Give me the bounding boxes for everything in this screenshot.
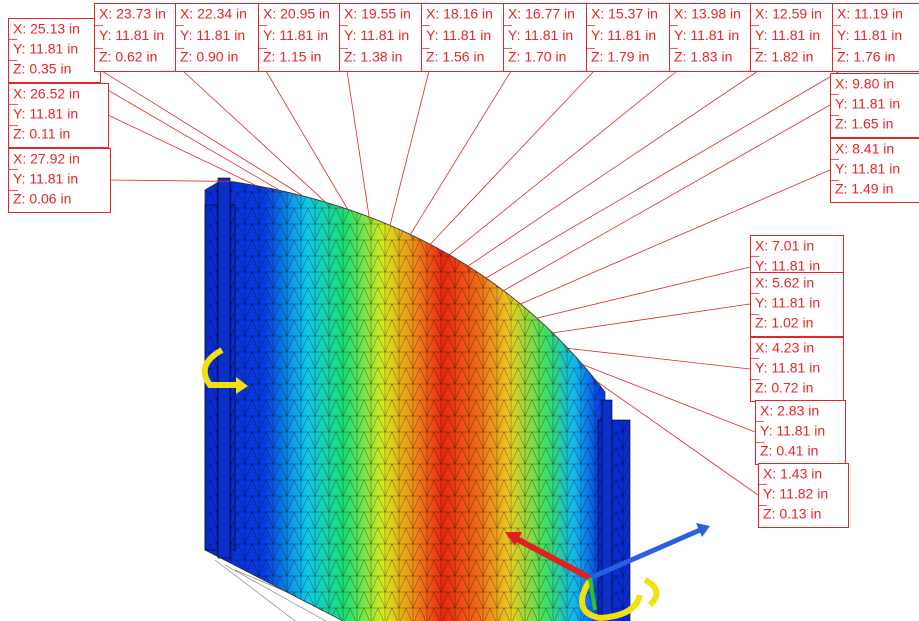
probe-x: X: 5.62 in (755, 275, 814, 291)
probe-y: Y: 11.81 in (180, 27, 245, 43)
probe-y: Y: 11.81 in (591, 27, 656, 43)
probe-y: Y: 11.81 in (13, 171, 78, 187)
probe-x: X: 23.73 in (99, 6, 166, 22)
probe-x: X: 12.59 in (755, 6, 822, 22)
leader-line (94, 82, 280, 190)
probe-x: X: 8.41 in (835, 141, 894, 157)
probe-y: Y: 11.81 in (755, 360, 820, 376)
probe-y: Y: 11.81 in (99, 27, 164, 43)
probe-z: Z: 1.79 in (591, 48, 649, 64)
leader-line (449, 71, 677, 255)
probe-label: X: 1.43 in Y: 11.82 in Z: 0.13 in (759, 464, 849, 528)
leader-line (110, 180, 232, 181)
probe-label: X: 9.80 in Y: 11.81 in Z: 1.65 in (831, 74, 919, 138)
probe-x: X: 2.83 in (760, 403, 819, 419)
probe-x: X: 20.95 in (263, 6, 330, 22)
probe-z: Z: 1.56 in (426, 48, 484, 64)
probe-y: Y: 11.81 in (837, 27, 902, 43)
probe-y: Y: 11.81 in (835, 161, 900, 177)
probe-x: X: 22.34 in (180, 6, 247, 22)
probe-z: Z: 0.72 in (755, 380, 813, 396)
leader-line (390, 71, 429, 225)
probe-y: Y: 11.81 in (835, 96, 900, 112)
probe-x: X: 4.23 in (755, 340, 814, 356)
leader-line (183, 71, 326, 202)
probe-z: Z: 1.15 in (263, 48, 321, 64)
probe-y: Y: 11.81 in (755, 27, 820, 43)
probe-x: X: 25.13 in (13, 21, 80, 37)
leader-line (108, 115, 256, 186)
probe-label: X: 13.98 in Y: 11.81 in Z: 1.83 in (670, 4, 760, 72)
probe-z: Z: 1.82 in (755, 48, 813, 64)
probe-z: Z: 0.11 in (13, 126, 70, 142)
probe-label: X: 26.52 in Y: 11.81 in Z: 0.11 in (9, 84, 109, 148)
probe-y: Y: 11.81 in (344, 27, 409, 43)
probe-z: Z: 0.13 in (763, 506, 821, 522)
probe-label: X: 8.41 in Y: 11.81 in Z: 1.49 in (831, 139, 919, 203)
probe-label: X: 16.77 in Y: 11.81 in Z: 1.70 in (504, 4, 594, 72)
probe-x: X: 11.19 in (837, 6, 903, 22)
probe-y: Y: 11.81 in (508, 27, 573, 43)
probe-y: Y: 11.81 in (13, 41, 78, 57)
probe-x: X: 26.52 in (13, 86, 80, 102)
leader-line (468, 71, 758, 266)
leader-line (568, 348, 750, 369)
leader-line (537, 267, 750, 318)
probe-x: X: 27.92 in (13, 151, 80, 167)
probe-label: X: 12.59 in Y: 11.81 in Z: 1.82 in (751, 4, 841, 72)
probe-x: X: 16.77 in (508, 6, 575, 22)
probe-y: Y: 11.81 in (760, 423, 825, 439)
probe-z: Z: 0.90 in (180, 48, 238, 64)
probe-label: X: 4.23 in Y: 11.81 in Z: 0.72 in (751, 338, 844, 402)
probe-label: X: 18.16 in Y: 11.81 in Z: 1.56 in (422, 4, 512, 72)
probe-x: X: 19.55 in (344, 6, 411, 22)
probe-x: X: 9.80 in (835, 76, 894, 92)
probe-label: X: 20.95 in Y: 11.81 in Z: 1.15 in (259, 4, 349, 72)
probe-x: X: 7.01 in (755, 238, 814, 254)
probe-label: X: 2.83 in Y: 11.81 in Z: 0.41 in (756, 401, 846, 465)
probe-z: Z: 1.65 in (835, 116, 893, 132)
leader-line (266, 71, 348, 209)
leader-line (347, 71, 369, 217)
probe-label: X: 19.55 in Y: 11.81 in Z: 1.38 in (340, 4, 430, 72)
probe-y: Y: 11.81 in (263, 27, 328, 43)
probe-z: Z: 1.83 in (674, 48, 732, 64)
fea-viewport: X: 25.13 in Y: 11.81 in Z: 0.35 in X: 23.73… (0, 0, 919, 621)
probe-z: Z: 0.06 in (13, 191, 71, 207)
probe-y: Y: 11.81 in (13, 106, 78, 122)
probe-z: Z: 0.35 in (13, 61, 71, 77)
probe-z: Z: 1.02 in (755, 315, 813, 331)
probe-x: X: 13.98 in (674, 6, 741, 22)
probe-z: Z: 1.49 in (835, 181, 893, 197)
probe-x: X: 1.43 in (763, 466, 822, 482)
probe-y: Y: 11.81 in (426, 27, 491, 43)
probe-label: X: 15.37 in Y: 11.81 in Z: 1.79 in (587, 4, 677, 72)
probe-x: X: 15.37 in (591, 6, 658, 22)
probe-z: Z: 1.76 in (837, 48, 895, 64)
probe-label: X: 5.62 in Y: 11.81 in Z: 1.02 in (751, 273, 844, 337)
leader-line (553, 304, 750, 333)
probe-z: Z: 0.62 in (99, 48, 157, 64)
probe-x: X: 18.16 in (426, 6, 493, 22)
probe-z: Z: 0.41 in (760, 443, 818, 459)
model (205, 178, 710, 621)
probe-y: Y: 11.81 in (755, 295, 820, 311)
probe-label: X: 25.13 in Y: 11.81 in Z: 0.35 in (9, 19, 101, 83)
probe-label: X: 23.73 in Y: 11.81 in Z: 0.62 in (95, 4, 185, 72)
leader-line (102, 71, 303, 196)
probe-label: X: 22.34 in Y: 11.81 in Z: 0.90 in (176, 4, 266, 72)
probe-z: Z: 1.70 in (508, 48, 566, 64)
probe-y: Y: 11.81 in (755, 258, 820, 274)
probe-y: Y: 11.82 in (763, 486, 828, 502)
leader-line (410, 71, 511, 234)
probe-z: Z: 1.38 in (344, 48, 402, 64)
probe-label: X: 11.19 in Y: 11.81 in Z: 1.76 in (833, 4, 919, 72)
probe-label: X: 27.92 in Y: 11.81 in Z: 0.06 in (9, 149, 111, 213)
probe-y: Y: 11.81 in (674, 27, 739, 43)
